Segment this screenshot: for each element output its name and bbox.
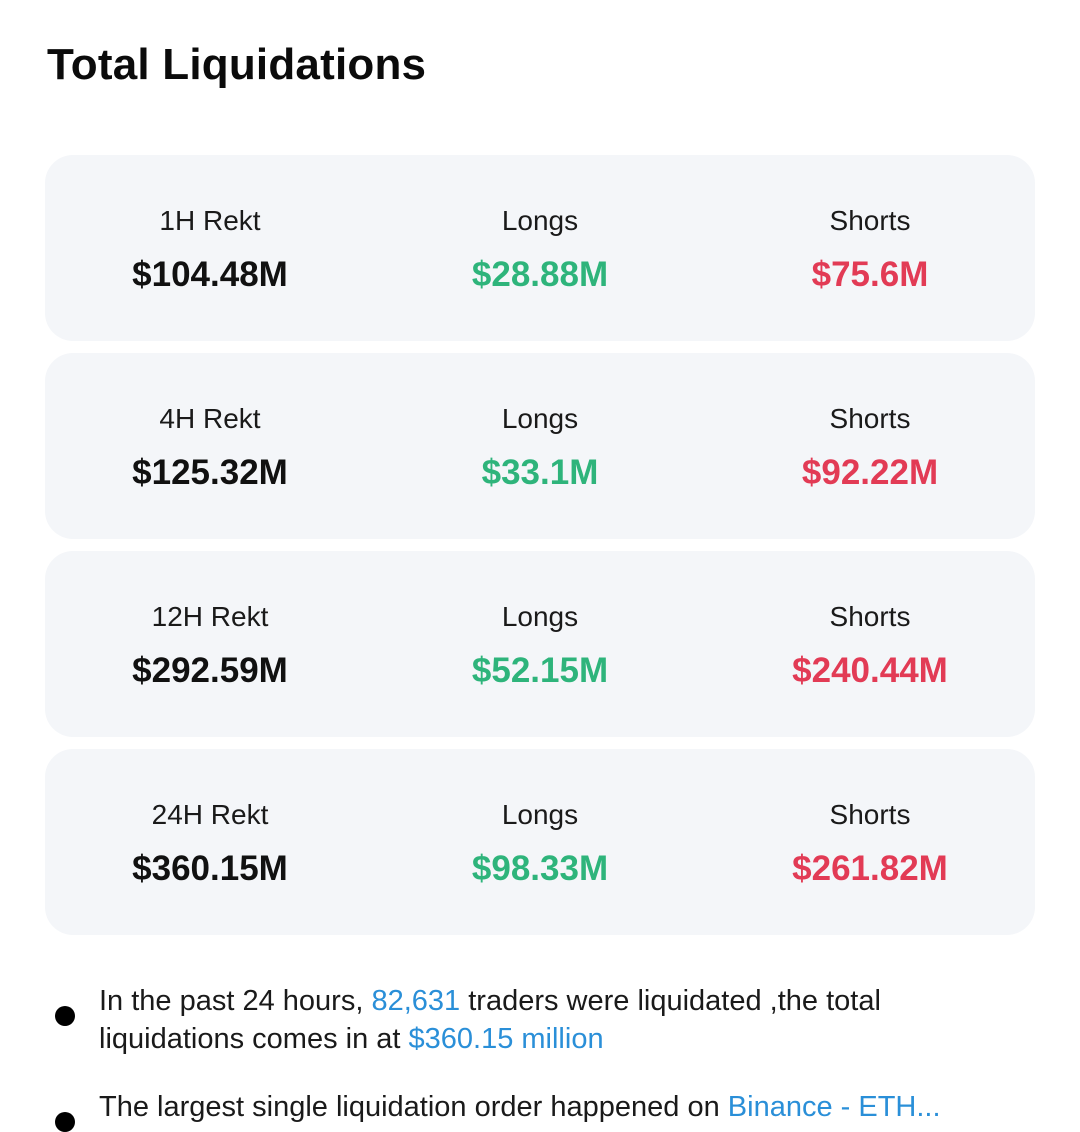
shorts-column: Shorts $75.6M <box>705 200 1035 296</box>
total-column: 4H Rekt $125.32M <box>45 398 375 494</box>
liquidation-card-1h: 1H Rekt $104.48M Longs $28.88M Shorts $7… <box>45 155 1035 341</box>
total-column: 12H Rekt $292.59M <box>45 596 375 692</box>
period-label: 24H Rekt <box>151 799 269 830</box>
shorts-column: Shorts $92.22M <box>705 398 1035 494</box>
shorts-label: Shorts <box>829 601 911 632</box>
period-label: 12H Rekt <box>151 601 269 632</box>
shorts-column: Shorts $261.82M <box>705 794 1035 890</box>
summary-bullet-24h: In the past 24 hours, 82,631 traders wer… <box>55 982 1015 1058</box>
shorts-label: Shorts <box>829 799 911 830</box>
summary-text-middle: traders were liquidated ,the total liqui… <box>99 985 881 1055</box>
longs-value: $28.88M <box>471 255 609 294</box>
page-title: Total Liquidations <box>47 40 427 89</box>
total-value: $292.59M <box>132 651 288 690</box>
total-amount-link[interactable]: $360.15 million <box>408 1023 604 1055</box>
bullet-dot <box>55 1006 75 1026</box>
total-value: $125.32M <box>132 453 288 492</box>
longs-label: Longs <box>501 205 579 236</box>
total-value: $360.15M <box>132 849 288 888</box>
liquidation-card-24h: 24H Rekt $360.15M Longs $98.33M Shorts $… <box>45 749 1035 935</box>
period-label: 4H Rekt <box>159 403 261 434</box>
shorts-label: Shorts <box>829 205 911 236</box>
summary-bullet-largest-order: The largest single liquidation order hap… <box>55 1088 1015 1132</box>
summary-list: In the past 24 hours, 82,631 traders wer… <box>55 982 1015 1132</box>
bullet-dot <box>55 1112 75 1132</box>
total-column: 24H Rekt $360.15M <box>45 794 375 890</box>
shorts-label: Shorts <box>829 403 911 434</box>
shorts-value: $261.82M <box>792 849 948 888</box>
longs-column: Longs $28.88M <box>375 200 705 296</box>
period-label: 1H Rekt <box>159 205 261 236</box>
longs-label: Longs <box>501 601 579 632</box>
longs-label: Longs <box>501 799 579 830</box>
liquidation-card-4h: 4H Rekt $125.32M Longs $33.1M Shorts $92… <box>45 353 1035 539</box>
total-value: $104.48M <box>132 255 288 294</box>
longs-value: $52.15M <box>471 651 609 690</box>
shorts-value: $75.6M <box>811 255 929 294</box>
shorts-value: $240.44M <box>792 651 948 690</box>
largest-order-text: The largest single liquidation order hap… <box>99 1091 728 1123</box>
longs-value: $98.33M <box>471 849 609 888</box>
shorts-value: $92.22M <box>801 453 939 492</box>
liquidation-card-12h: 12H Rekt $292.59M Longs $52.15M Shorts $… <box>45 551 1035 737</box>
liquidation-cards: 1H Rekt $104.48M Longs $28.88M Shorts $7… <box>45 155 1035 947</box>
longs-column: Longs $33.1M <box>375 398 705 494</box>
longs-label: Longs <box>501 403 579 434</box>
largest-order-link[interactable]: Binance - ETH... <box>727 1091 941 1123</box>
total-column: 1H Rekt $104.48M <box>45 200 375 296</box>
longs-value: $33.1M <box>481 453 599 492</box>
longs-column: Longs $98.33M <box>375 794 705 890</box>
shorts-column: Shorts $240.44M <box>705 596 1035 692</box>
summary-text-prefix: In the past 24 hours, <box>99 985 372 1017</box>
longs-column: Longs $52.15M <box>375 596 705 692</box>
trader-count-link[interactable]: 82,631 <box>371 985 461 1017</box>
